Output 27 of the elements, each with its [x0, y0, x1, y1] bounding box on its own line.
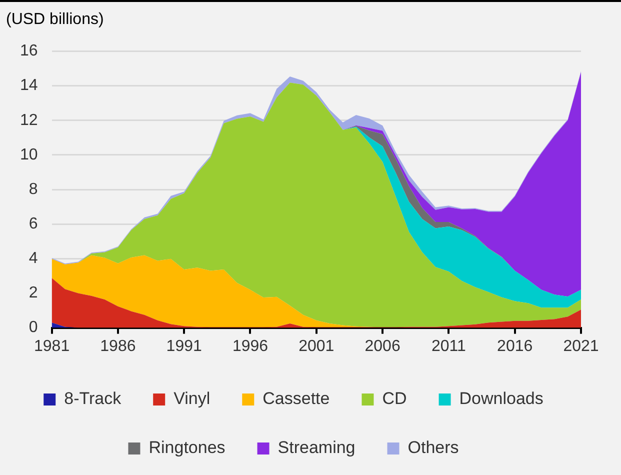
x-tick-label: 1981 [34, 338, 70, 355]
y-tick-label: 6 [28, 215, 38, 232]
legend-label: CD [382, 389, 407, 408]
x-tick-label: 2016 [497, 338, 533, 355]
legend-label: Others [408, 438, 459, 458]
legend-label: Downloads [459, 389, 544, 408]
x-tick-label: 1996 [232, 338, 268, 355]
y-tick-label: 8 [28, 180, 38, 198]
y-axis-title: (USD billions) [6, 11, 104, 28]
y-tick-label: 10 [20, 146, 38, 164]
y-tick-label: 2 [28, 284, 38, 302]
x-tick-label: 1991 [166, 338, 202, 355]
x-tick-label: 2006 [364, 338, 400, 355]
legend-label: 8-Track [64, 389, 122, 408]
x-tick-label: 2021 [563, 338, 599, 355]
y-tick-label: 14 [20, 77, 38, 94]
legend-label: Vinyl [174, 389, 210, 408]
x-tick-label: 1986 [100, 338, 136, 355]
x-tick-label: 2001 [298, 338, 334, 355]
legend-label: Streaming [278, 438, 356, 458]
y-tick-label: 12 [20, 112, 38, 129]
x-tick-label: 2011 [431, 338, 466, 355]
y-tick-label: 16 [20, 42, 38, 60]
y-tick-label: 0 [28, 319, 38, 336]
legend-label: Ringtones [148, 438, 226, 458]
legend-label: Cassette [262, 389, 330, 408]
y-tick-label: 4 [28, 250, 38, 268]
